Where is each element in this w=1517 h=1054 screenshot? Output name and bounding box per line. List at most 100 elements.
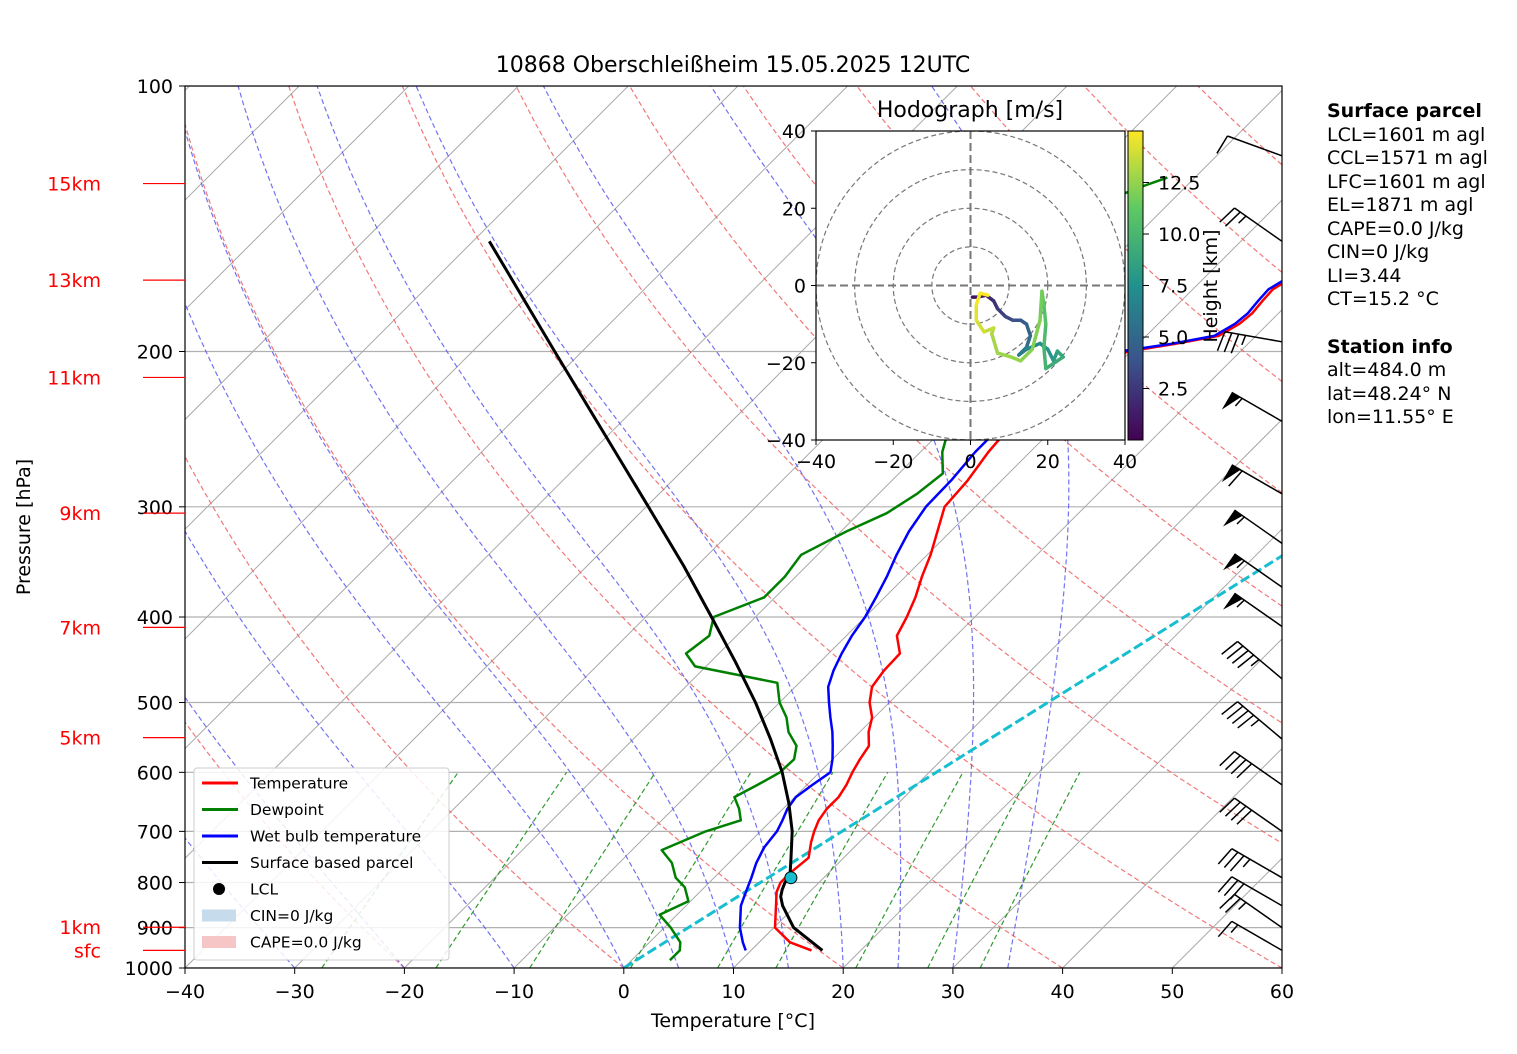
dry-adiabat-line [288, 86, 1063, 968]
surface-parcel-header: Surface parcel [1327, 100, 1482, 122]
wind-barb-flag [1221, 701, 1239, 716]
mixing-ratio-line [855, 772, 964, 968]
hodograph-x-tick-label: 40 [1113, 451, 1137, 473]
legend-label: CIN=0 J/kg [250, 907, 333, 925]
wind-barb-half-flag [1238, 901, 1247, 910]
hodograph-y-tick-label: 0 [794, 276, 806, 298]
height-label: 7km [59, 617, 101, 639]
hodograph-trace-segment [1042, 322, 1048, 350]
isotherm-line [185, 86, 519, 421]
wind-barb [1219, 751, 1283, 786]
surface-parcel-cin: CIN=0 J/kg [1327, 241, 1430, 263]
wind-barb-pennant [1221, 464, 1241, 483]
wind-barb-flag [1236, 763, 1253, 779]
isotherm-line [952, 638, 1282, 968]
x-tick-label: 40 [1051, 981, 1075, 1003]
wind-barb-flag [1216, 331, 1226, 352]
hodograph-trace-segment [1042, 303, 1048, 326]
y-tick-label: 800 [137, 873, 173, 895]
wind-barb [1221, 391, 1283, 422]
wind-barb-flag [1226, 705, 1244, 720]
hodograph-x-tick-label: −40 [796, 451, 836, 473]
wind-barb-staff [1234, 553, 1283, 588]
wind-barb-half-flag [1236, 560, 1245, 569]
station-alt: alt=484.0 m [1327, 359, 1447, 381]
wind-barb [1217, 876, 1283, 907]
x-tick-label: 30 [941, 981, 965, 1003]
legend-label: Wet bulb temperature [250, 828, 421, 846]
hodograph-trace-segment [1044, 355, 1065, 371]
lcl-marker [784, 871, 798, 885]
wind-barb-staff [1234, 893, 1283, 929]
wind-barb-half-flag [1241, 335, 1247, 346]
legend-label: Surface based parcel [250, 854, 413, 872]
wind-barb-flag [1237, 714, 1255, 729]
wind-barb-half-flag [1234, 397, 1243, 407]
y-tick-label: 200 [137, 342, 173, 364]
isotherm-line [842, 528, 1282, 968]
wind-barb-flag [1228, 470, 1243, 487]
colorbar-tick-label: 12.5 [1158, 173, 1200, 195]
wind-barb-pennant [1223, 553, 1243, 571]
isotherm-line [185, 86, 848, 750]
hodograph-trace-segment [1038, 289, 1044, 323]
wind-barb-flag [1217, 920, 1233, 938]
wind-barb-flag [1219, 207, 1236, 223]
y-tick-label: 600 [137, 762, 173, 784]
wind-barb-half-flag [1242, 858, 1251, 868]
hodograph-x-tick-label: 0 [964, 451, 976, 473]
legend-label: CAPE=0.0 J/kg [250, 934, 362, 952]
wind-barb-flag [1224, 801, 1241, 817]
hodograph-title: Hodograph [m/s] [877, 98, 1063, 123]
surface-parcel-el: EL=1871 m agl [1327, 194, 1474, 216]
legend-swatch-dot [213, 883, 225, 895]
hodograph-x-tick-label: 20 [1036, 451, 1060, 473]
wind-barb-half-flag [1230, 924, 1239, 934]
wind-barb [1223, 553, 1283, 588]
wind-barb-flag [1219, 797, 1236, 813]
hodograph-trace-segment [974, 318, 986, 334]
mixing-ratio-line [927, 772, 1032, 968]
wind-barb [1221, 640, 1283, 680]
legend: Temperature Dewpoint Wet bulb temperature S… [193, 767, 450, 961]
wind-barb-staff [1224, 331, 1283, 343]
hodograph-trace-segment [1030, 318, 1042, 351]
mixing-ratio-line [717, 771, 834, 968]
hodograph-trace-segment [989, 332, 1000, 355]
colorbar-tick-label: 2.5 [1158, 379, 1188, 401]
y-tick-label: 1000 [125, 958, 173, 980]
x-tick-label: 0 [618, 981, 630, 1003]
y-tick-label: 300 [137, 497, 173, 519]
surface-parcel-lfc: LFC=1601 m agl [1327, 170, 1486, 193]
legend-label: Dewpoint [250, 801, 324, 819]
wind-barb-flag [1224, 897, 1241, 914]
isotherm-line [623, 309, 1282, 968]
hodograph-colorbar [1127, 130, 1144, 441]
wind-barb-flag [1229, 855, 1245, 872]
height-label: 13km [47, 270, 101, 292]
wind-barb-flag [1223, 851, 1239, 869]
dry-adiabat-line [515, 86, 1282, 845]
y-axis-label: Pressure [hPa] [13, 459, 35, 595]
hodograph-y-tick-label: 40 [782, 121, 806, 143]
wind-barb-staff [1234, 797, 1283, 832]
isotherm-line [185, 86, 739, 640]
hodograph: Hodograph [m/s] −40 −20 0 20 40 −40 −20 0 20 40 2… [766, 98, 1222, 473]
temperature-line [773, 282, 1282, 952]
legend-swatch-patch [202, 936, 236, 948]
wind-barb-flag [1230, 805, 1247, 821]
station-lon: lon=11.55° E [1327, 406, 1454, 428]
wind-barb [1217, 848, 1283, 879]
wet-bulb-line [738, 279, 1282, 951]
mixing-ratio-line [435, 771, 568, 968]
hodograph-trace-segment [1024, 333, 1033, 350]
wind-barb-flag [1237, 654, 1255, 669]
wind-barb [1216, 331, 1283, 354]
surface-parcel-ct: CT=15.2 °C [1327, 288, 1439, 310]
wind-barb [1223, 509, 1283, 544]
dry-adiabat-line [185, 122, 844, 968]
wind-barb-flag [1217, 876, 1233, 893]
dry-adiabat-line [856, 86, 1282, 494]
surface-parcel-line [488, 240, 824, 952]
wind-barb-flag [1229, 883, 1245, 900]
